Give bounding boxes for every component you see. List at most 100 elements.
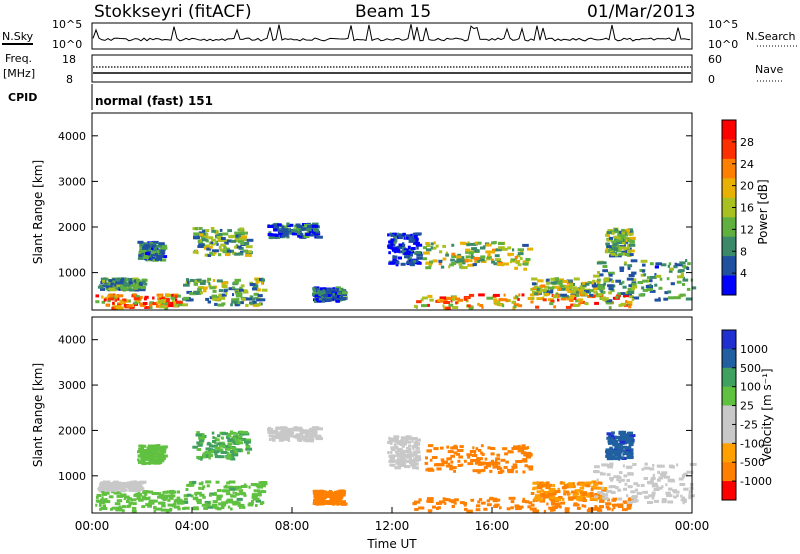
velocity-cell — [388, 459, 392, 463]
power-cell — [159, 255, 162, 259]
power-cell — [152, 240, 159, 244]
velocity-cell — [161, 450, 167, 454]
velocity-cell — [673, 495, 677, 499]
velocity-cell — [472, 446, 475, 450]
velocity-cell — [427, 509, 433, 513]
power-cell — [669, 267, 674, 271]
velocity-cell — [141, 495, 147, 499]
power-cell — [425, 261, 429, 265]
power-cell — [150, 251, 155, 255]
power-cell — [201, 234, 207, 238]
power-cell — [143, 297, 147, 301]
velocity-cell — [459, 445, 464, 449]
power-cell — [667, 296, 675, 300]
power-cell — [624, 253, 630, 257]
velocity-cell — [117, 483, 124, 486]
power-cell — [522, 262, 525, 266]
power-cell — [686, 267, 690, 270]
velocity-cell — [124, 485, 128, 489]
velocity-cell — [678, 477, 684, 481]
power-cell — [641, 286, 645, 290]
velocity-cell — [282, 435, 289, 439]
velocity-cell — [496, 453, 501, 457]
power-cell — [607, 284, 614, 288]
velocity-cell — [606, 463, 610, 467]
velocity-cell — [400, 442, 407, 446]
velocity-cell — [120, 493, 127, 497]
velocity-cell — [393, 435, 400, 439]
velocity-cell — [127, 481, 133, 485]
power-cell — [240, 235, 248, 239]
velocity-cell — [609, 462, 614, 466]
velocity-cell — [137, 458, 140, 462]
velocity-cell — [205, 447, 211, 451]
power-cell — [197, 278, 202, 282]
power-cell — [194, 227, 199, 231]
power-cell — [143, 245, 150, 249]
velocity-cell — [449, 466, 457, 470]
power-cell — [312, 287, 315, 291]
power-cell — [204, 229, 210, 233]
power-cell — [685, 297, 693, 301]
velocity-cell — [186, 493, 192, 497]
power-cell — [601, 261, 607, 265]
velocity-cell — [626, 494, 629, 498]
power-cell — [456, 255, 462, 259]
velocity-cell — [408, 436, 413, 440]
velocity-cell — [305, 432, 311, 436]
power-cell — [183, 283, 190, 287]
velocity-cell — [453, 499, 456, 503]
velocity-cell — [618, 480, 622, 484]
velocity-cell — [608, 437, 614, 441]
velocity-cell — [225, 492, 231, 496]
velocity-cell — [605, 448, 610, 452]
velocity-cell — [613, 475, 620, 479]
power-cell — [415, 251, 422, 254]
velocity-cell — [304, 434, 310, 437]
velocity-cell — [340, 500, 346, 504]
power-cell — [509, 260, 513, 264]
power-cell — [207, 277, 211, 281]
power-cell — [550, 281, 557, 285]
colorbar-swatch — [722, 481, 736, 501]
velocity-cell — [490, 459, 494, 463]
velocity-cell — [615, 446, 619, 450]
power-cell — [465, 248, 471, 252]
velocity-cell — [140, 487, 144, 491]
power-cell — [387, 246, 393, 249]
velocity-cell — [270, 434, 276, 438]
power-cell — [502, 304, 505, 308]
velocity-cell — [148, 461, 151, 465]
velocity-cell — [476, 504, 481, 508]
power-cell — [606, 245, 612, 249]
colorbar-swatch — [722, 256, 736, 277]
velocity-cell — [216, 507, 222, 511]
velocity-cell — [606, 457, 614, 461]
velocity-cell — [168, 496, 174, 500]
power-cell — [498, 298, 504, 302]
power-cell — [536, 288, 540, 292]
velocity-cell — [412, 466, 419, 470]
power-cell — [439, 296, 447, 300]
velocity-cell — [475, 447, 479, 451]
power-cell — [108, 287, 115, 291]
power-cell — [466, 243, 470, 247]
power-cell — [105, 285, 113, 289]
power-cell — [620, 292, 626, 296]
power-cell — [212, 279, 216, 282]
power-cell — [330, 288, 335, 292]
power-cell — [259, 298, 266, 302]
power-cell — [295, 230, 299, 234]
velocity-cell — [239, 492, 246, 495]
power-cell — [95, 294, 100, 298]
velocity-cell — [96, 499, 103, 503]
velocity-cell — [145, 461, 150, 465]
power-cell — [193, 282, 198, 286]
power-cell — [628, 284, 632, 288]
power-cell — [162, 300, 166, 304]
velocity-cell — [286, 429, 292, 433]
power-cell — [429, 298, 434, 302]
power-cell — [143, 253, 151, 257]
velocity-cell — [390, 437, 396, 441]
velocity-cell — [627, 440, 635, 444]
